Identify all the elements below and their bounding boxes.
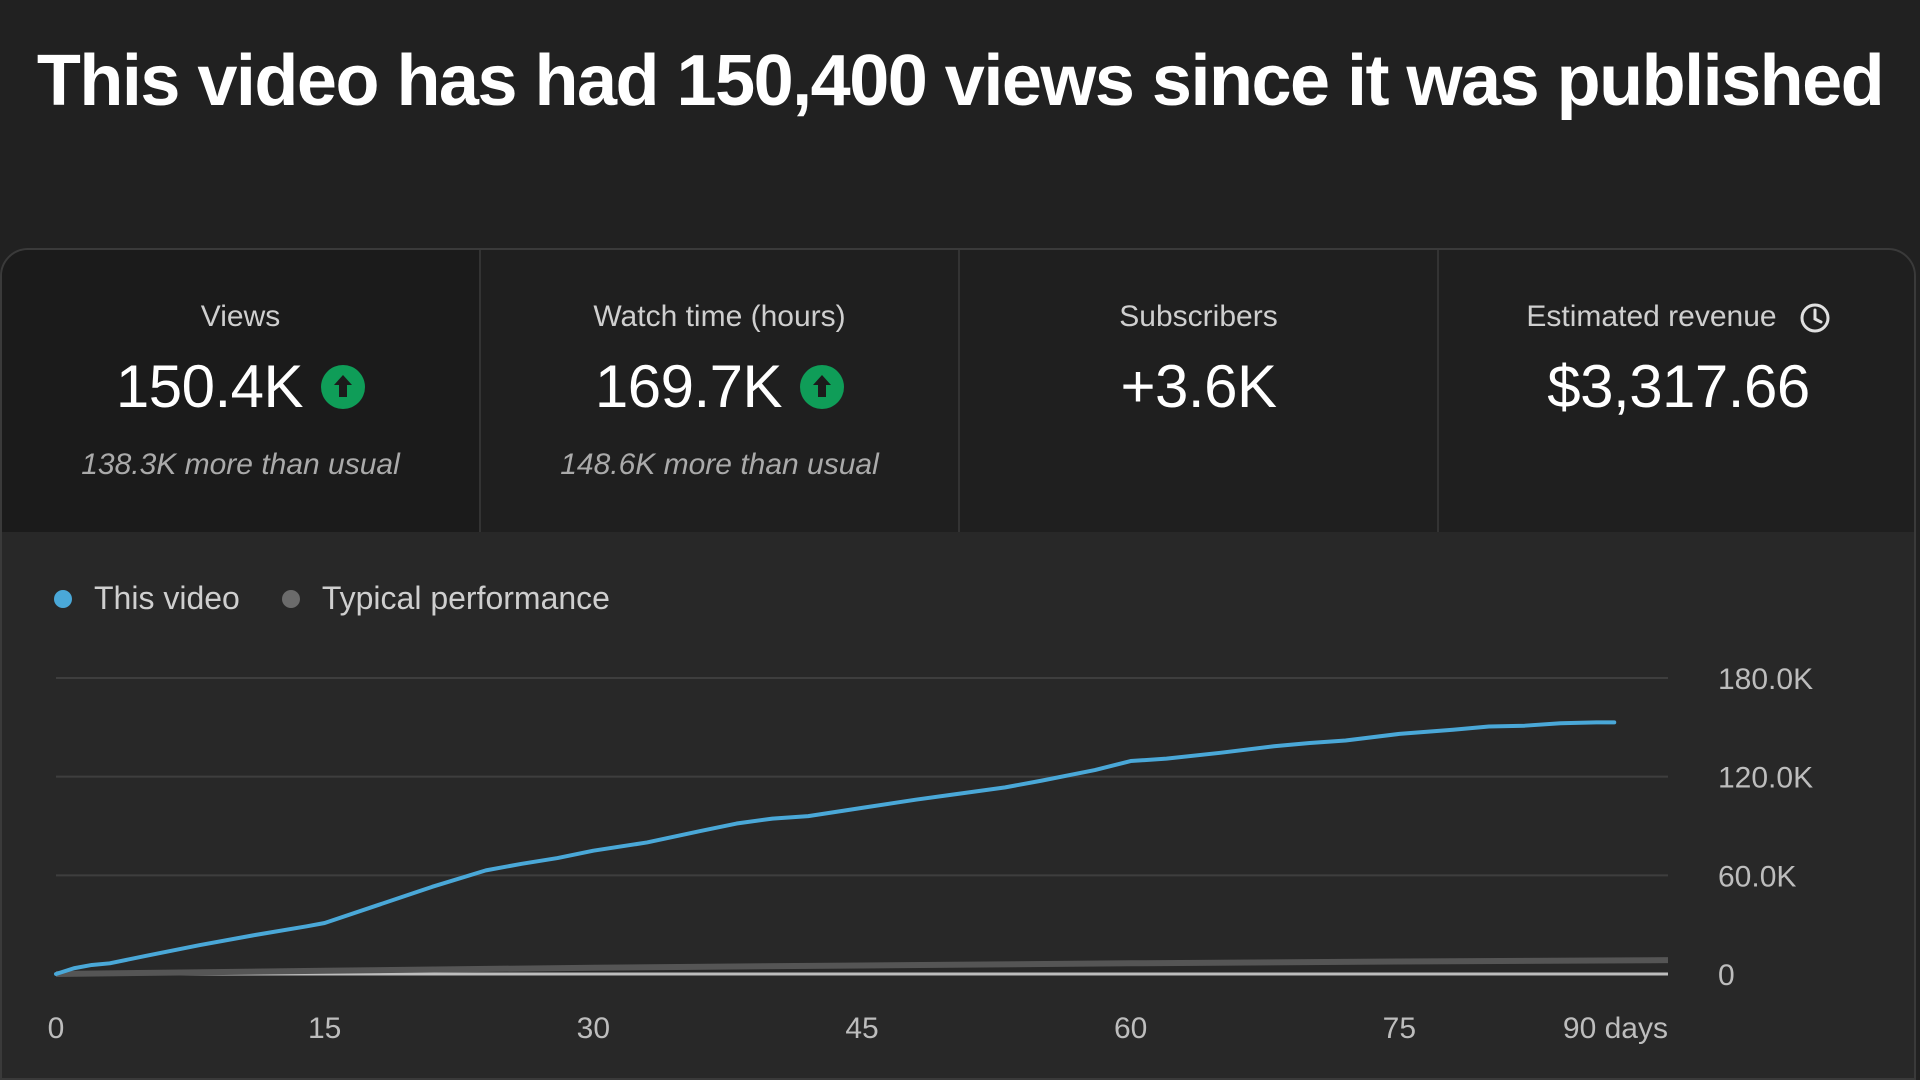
metric-value-row: 169.7K bbox=[481, 352, 958, 421]
metric-card-views[interactable]: Views 150.4K 138.3K more than usual bbox=[2, 250, 481, 532]
data-point-this-video bbox=[1451, 728, 1455, 732]
page-title: This video has had 150,400 views since i… bbox=[36, 41, 1885, 121]
data-point-this-video bbox=[72, 966, 76, 970]
metric-card-revenue[interactable]: Estimated revenue $3,317.66 bbox=[1439, 250, 1914, 532]
x-tick-label: 90 days bbox=[1563, 1012, 1668, 1045]
data-point-this-video bbox=[1397, 732, 1401, 736]
data-point-this-video bbox=[108, 961, 112, 965]
data-point-this-video bbox=[197, 943, 201, 947]
metric-value-row: 150.4K bbox=[2, 352, 479, 421]
legend-item-this-video[interactable]: This video bbox=[54, 580, 240, 617]
x-tick-label: 15 bbox=[308, 1012, 341, 1045]
chart-legend: This video Typical performance bbox=[54, 580, 652, 617]
metric-cards: Views 150.4K 138.3K more than usual Watc… bbox=[2, 250, 1914, 532]
data-point-this-video bbox=[1612, 720, 1616, 724]
analytics-panel: Views 150.4K 138.3K more than usual Watc… bbox=[0, 248, 1916, 1080]
metric-comparison: 148.6K more than usual bbox=[560, 448, 879, 481]
data-point-this-video bbox=[1093, 768, 1097, 772]
data-point-this-video bbox=[1272, 744, 1276, 748]
y-tick-label: 0 bbox=[1718, 959, 1735, 992]
data-point-this-video bbox=[1129, 759, 1133, 763]
legend-label: This video bbox=[94, 580, 240, 616]
data-point-this-video bbox=[806, 814, 810, 818]
data-point-this-video bbox=[645, 840, 649, 844]
y-tick-label: 60.0K bbox=[1718, 860, 1796, 893]
clock-icon bbox=[1799, 302, 1831, 334]
x-tick-label: 30 bbox=[577, 1012, 610, 1045]
legend-dot-this-video bbox=[54, 589, 72, 608]
x-tick-label: 45 bbox=[845, 1012, 878, 1045]
data-point-this-video bbox=[1487, 725, 1491, 729]
x-tick-label: 75 bbox=[1383, 1012, 1416, 1045]
data-point-this-video bbox=[1039, 779, 1043, 783]
data-point-this-video bbox=[430, 885, 434, 889]
metric-value: 150.4K bbox=[115, 353, 304, 420]
data-point-this-video bbox=[1218, 751, 1222, 755]
y-tick-label: 120.0K bbox=[1718, 762, 1813, 795]
data-point-this-video bbox=[1559, 721, 1563, 725]
x-tick-label: 0 bbox=[48, 1012, 65, 1045]
series-line-typical bbox=[55, 957, 1669, 977]
data-point-this-video bbox=[1344, 738, 1348, 742]
data-point-this-video bbox=[520, 862, 524, 866]
metric-label: Estimated revenue bbox=[1526, 300, 1777, 333]
metric-value: +3.6K bbox=[1120, 353, 1277, 420]
x-tick-label: 60 bbox=[1114, 1012, 1147, 1045]
data-point-this-video bbox=[591, 849, 595, 853]
data-point-this-video bbox=[54, 972, 58, 976]
data-point-this-video bbox=[323, 921, 327, 925]
metric-value: 169.7K bbox=[594, 353, 783, 420]
data-point-this-video bbox=[484, 868, 488, 872]
data-point-this-video bbox=[950, 793, 954, 797]
metric-label-row: Estimated revenue bbox=[1439, 300, 1914, 334]
metric-label: Views bbox=[200, 300, 281, 333]
data-point-this-video bbox=[90, 963, 94, 967]
data-point-this-video bbox=[144, 954, 148, 958]
data-point-this-video bbox=[735, 822, 739, 826]
data-point-this-video bbox=[556, 856, 560, 860]
metric-card-watch-time[interactable]: Watch time (hours) 169.7K 148.6K more th… bbox=[481, 250, 960, 532]
data-point-this-video bbox=[305, 924, 309, 928]
data-point-this-video bbox=[1164, 757, 1168, 761]
data-point-this-video bbox=[770, 817, 774, 821]
data-point-this-video bbox=[1523, 724, 1527, 728]
data-point-this-video bbox=[914, 798, 918, 802]
series-line-this-video bbox=[54, 720, 1617, 976]
metric-label: Watch time (hours) bbox=[593, 300, 846, 333]
data-point-this-video bbox=[1003, 785, 1007, 789]
data-point-this-video bbox=[1308, 741, 1312, 745]
data-point-this-video bbox=[251, 933, 255, 937]
metric-comparison: 138.3K more than usual bbox=[81, 448, 400, 481]
metric-card-subscribers[interactable]: Subscribers +3.6K bbox=[960, 250, 1439, 532]
legend-dot-typical bbox=[281, 589, 300, 608]
metric-value: $3,317.66 bbox=[1547, 353, 1810, 420]
y-tick-label: 180.0K bbox=[1718, 663, 1813, 696]
up-arrow-icon bbox=[321, 365, 366, 410]
up-arrow-icon bbox=[800, 365, 845, 410]
data-point-this-video bbox=[860, 806, 864, 810]
data-point-this-video bbox=[376, 903, 380, 907]
data-point-this-video bbox=[1594, 720, 1598, 724]
views-line-chart: 0 60.0K 120.0K 180.0K 0 15 30 45 60 75 90 days bbox=[48, 663, 1813, 1045]
metric-label: Subscribers bbox=[1119, 300, 1278, 333]
legend-item-typical[interactable]: Typical performance bbox=[281, 580, 610, 617]
data-point-this-video bbox=[699, 829, 703, 833]
legend-label: Typical performance bbox=[321, 580, 610, 616]
